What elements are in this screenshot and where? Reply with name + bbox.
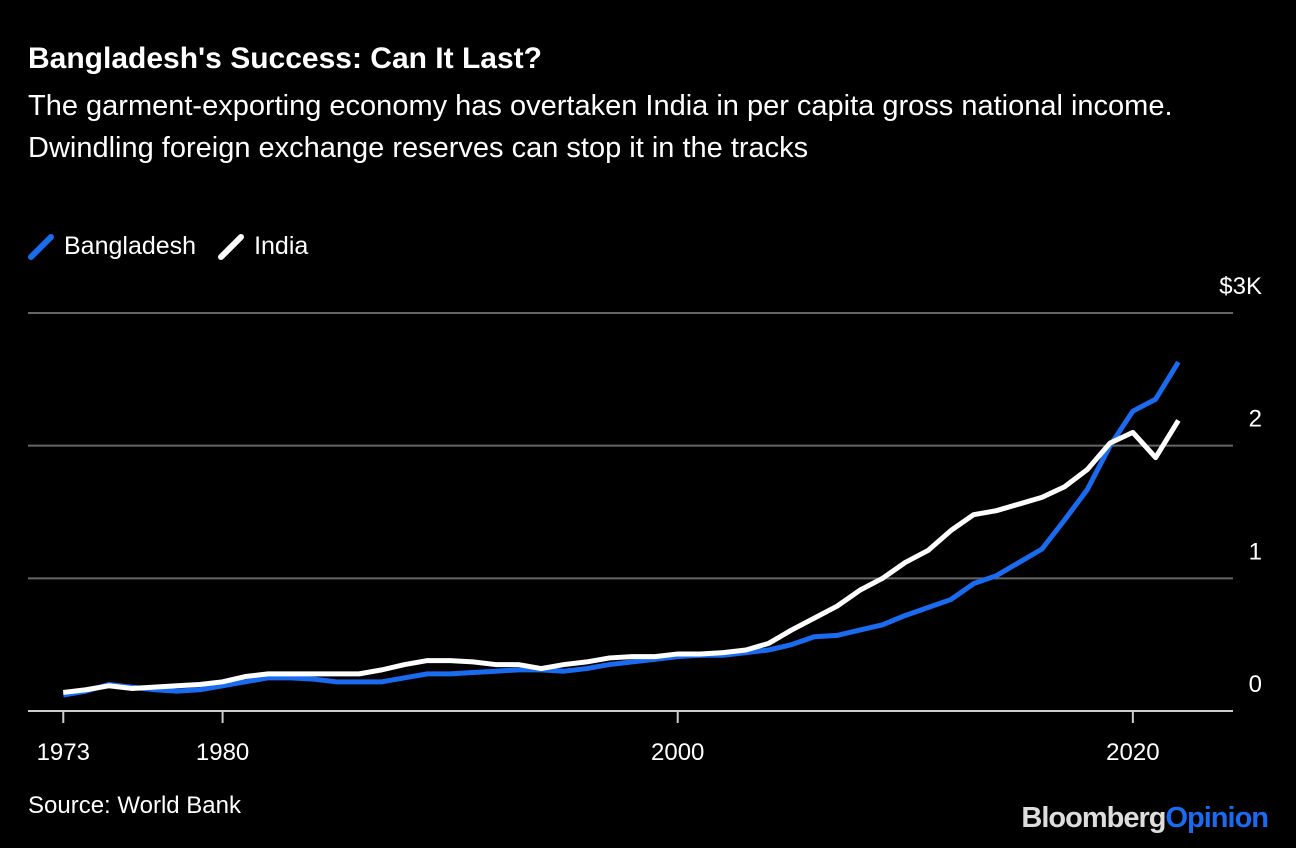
y-tick-label: 1 [1249, 538, 1262, 565]
legend-item: Bangladesh [28, 232, 196, 261]
x-tick-label: 1973 [37, 739, 90, 766]
legend-swatch-line [28, 233, 54, 260]
legend-swatch [218, 233, 245, 260]
line-series [62, 360, 1181, 698]
x-tick-label: 1980 [196, 739, 249, 766]
x-tick-label: 2020 [1106, 739, 1159, 766]
legend: Bangladesh India [28, 232, 308, 261]
y-tick-label: 2 [1249, 406, 1262, 433]
chart-title: Bangladesh's Success: Can It Last? [28, 42, 542, 75]
brand: BloombergOpinion [1021, 802, 1269, 835]
legend-label: India [254, 232, 309, 260]
brand-section: Opinion [1165, 802, 1269, 834]
y-tick-label: $3K [1219, 273, 1262, 300]
chart-subtitle: The garment-exporting economy has overta… [28, 90, 1173, 164]
legend-label: Bangladesh [64, 232, 197, 260]
legend-swatch [28, 233, 54, 260]
y-tick-label: 0 [1249, 671, 1262, 698]
line-series [62, 419, 1181, 695]
legend-item: India [218, 232, 308, 261]
source: Source: World Bank [28, 792, 241, 819]
legend-swatch-line [218, 233, 245, 260]
x-tick-label: 2000 [651, 739, 704, 766]
brand-name: Bloomberg [1021, 802, 1166, 834]
